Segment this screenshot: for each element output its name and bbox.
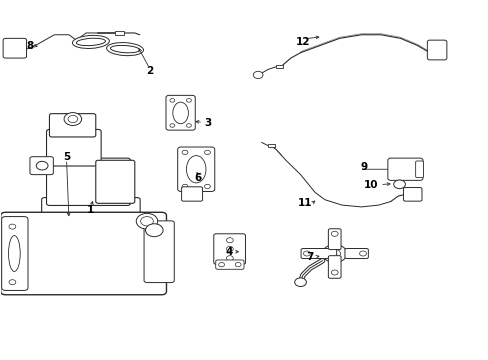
FancyBboxPatch shape <box>213 234 245 264</box>
FancyBboxPatch shape <box>403 188 421 201</box>
Ellipse shape <box>72 35 109 49</box>
Circle shape <box>145 224 163 237</box>
Circle shape <box>204 150 210 154</box>
Circle shape <box>330 270 337 275</box>
FancyBboxPatch shape <box>30 157 53 175</box>
FancyBboxPatch shape <box>215 260 244 269</box>
FancyBboxPatch shape <box>144 221 174 283</box>
Circle shape <box>121 215 129 221</box>
Text: 6: 6 <box>194 173 202 183</box>
Circle shape <box>52 215 61 221</box>
Text: 12: 12 <box>295 37 309 47</box>
Text: 9: 9 <box>360 162 367 172</box>
FancyBboxPatch shape <box>46 158 130 206</box>
Circle shape <box>330 231 337 236</box>
Ellipse shape <box>186 156 205 183</box>
FancyBboxPatch shape <box>415 161 423 177</box>
Circle shape <box>182 150 187 154</box>
Circle shape <box>359 251 366 256</box>
Circle shape <box>253 71 263 78</box>
Circle shape <box>68 116 78 123</box>
FancyBboxPatch shape <box>181 187 202 201</box>
Circle shape <box>328 249 340 258</box>
Bar <box>217 237 242 261</box>
FancyBboxPatch shape <box>301 248 336 258</box>
Circle shape <box>9 224 16 229</box>
Circle shape <box>186 99 191 102</box>
FancyBboxPatch shape <box>387 158 422 180</box>
Text: 3: 3 <box>204 118 211 128</box>
FancyBboxPatch shape <box>46 130 101 166</box>
Text: 11: 11 <box>298 198 312 208</box>
Circle shape <box>294 278 306 287</box>
Circle shape <box>226 256 233 261</box>
Bar <box>276 65 283 68</box>
FancyBboxPatch shape <box>328 256 340 278</box>
Ellipse shape <box>106 42 143 56</box>
Bar <box>267 144 274 147</box>
Circle shape <box>186 124 191 127</box>
Circle shape <box>182 184 187 189</box>
Text: 2: 2 <box>145 66 153 76</box>
FancyBboxPatch shape <box>96 160 135 203</box>
Text: 1: 1 <box>87 206 94 216</box>
Bar <box>217 237 242 244</box>
Circle shape <box>36 161 48 170</box>
Bar <box>115 31 124 35</box>
Circle shape <box>226 238 233 243</box>
Ellipse shape <box>76 38 105 46</box>
FancyBboxPatch shape <box>3 39 26 58</box>
Circle shape <box>322 244 346 262</box>
Circle shape <box>169 99 174 102</box>
Circle shape <box>136 213 158 229</box>
Text: 8: 8 <box>26 41 34 50</box>
Ellipse shape <box>172 102 188 124</box>
FancyBboxPatch shape <box>344 248 367 258</box>
Text: 7: 7 <box>306 252 313 262</box>
Ellipse shape <box>110 45 140 53</box>
FancyBboxPatch shape <box>1 217 28 291</box>
Circle shape <box>303 251 310 256</box>
Text: 10: 10 <box>363 180 378 190</box>
FancyBboxPatch shape <box>0 212 166 295</box>
Circle shape <box>235 262 241 267</box>
Circle shape <box>99 215 107 221</box>
Text: 4: 4 <box>225 247 232 257</box>
FancyBboxPatch shape <box>177 147 214 192</box>
Bar <box>217 254 242 261</box>
Circle shape <box>204 184 210 189</box>
Circle shape <box>64 113 81 126</box>
Circle shape <box>9 280 16 285</box>
FancyBboxPatch shape <box>427 40 446 60</box>
Circle shape <box>141 217 153 226</box>
FancyBboxPatch shape <box>41 198 140 225</box>
FancyBboxPatch shape <box>165 95 195 130</box>
Text: 5: 5 <box>63 152 70 162</box>
FancyBboxPatch shape <box>328 229 340 249</box>
Ellipse shape <box>8 235 20 271</box>
Circle shape <box>169 124 174 127</box>
Circle shape <box>218 262 224 267</box>
Circle shape <box>393 180 405 189</box>
Circle shape <box>226 246 233 251</box>
FancyBboxPatch shape <box>49 114 96 137</box>
